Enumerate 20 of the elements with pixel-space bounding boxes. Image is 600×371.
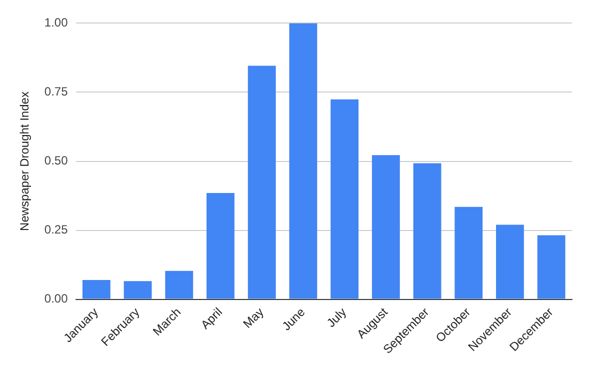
bar: [454, 206, 483, 299]
y-axis-title: Newspaper Drought Index: [18, 92, 32, 231]
x-tick-label: July: [324, 304, 350, 330]
bar: [537, 235, 566, 299]
y-tick-label: 0.00: [44, 292, 68, 306]
bar: [496, 224, 524, 299]
bar: [124, 281, 152, 299]
x-tick-label: May: [240, 304, 266, 331]
bar: [165, 270, 194, 299]
bar: [248, 66, 276, 299]
y-tick-label: 0.75: [44, 84, 68, 99]
bar: [413, 163, 442, 299]
y-tick-label: 0.50: [44, 154, 68, 168]
bar: [289, 23, 318, 299]
bar: [330, 99, 359, 299]
bar: [206, 193, 234, 299]
bar: [82, 280, 110, 299]
y-tick-label: 0.25: [44, 222, 68, 237]
y-tick-label: 1.00: [44, 16, 68, 30]
bar: [372, 155, 400, 299]
